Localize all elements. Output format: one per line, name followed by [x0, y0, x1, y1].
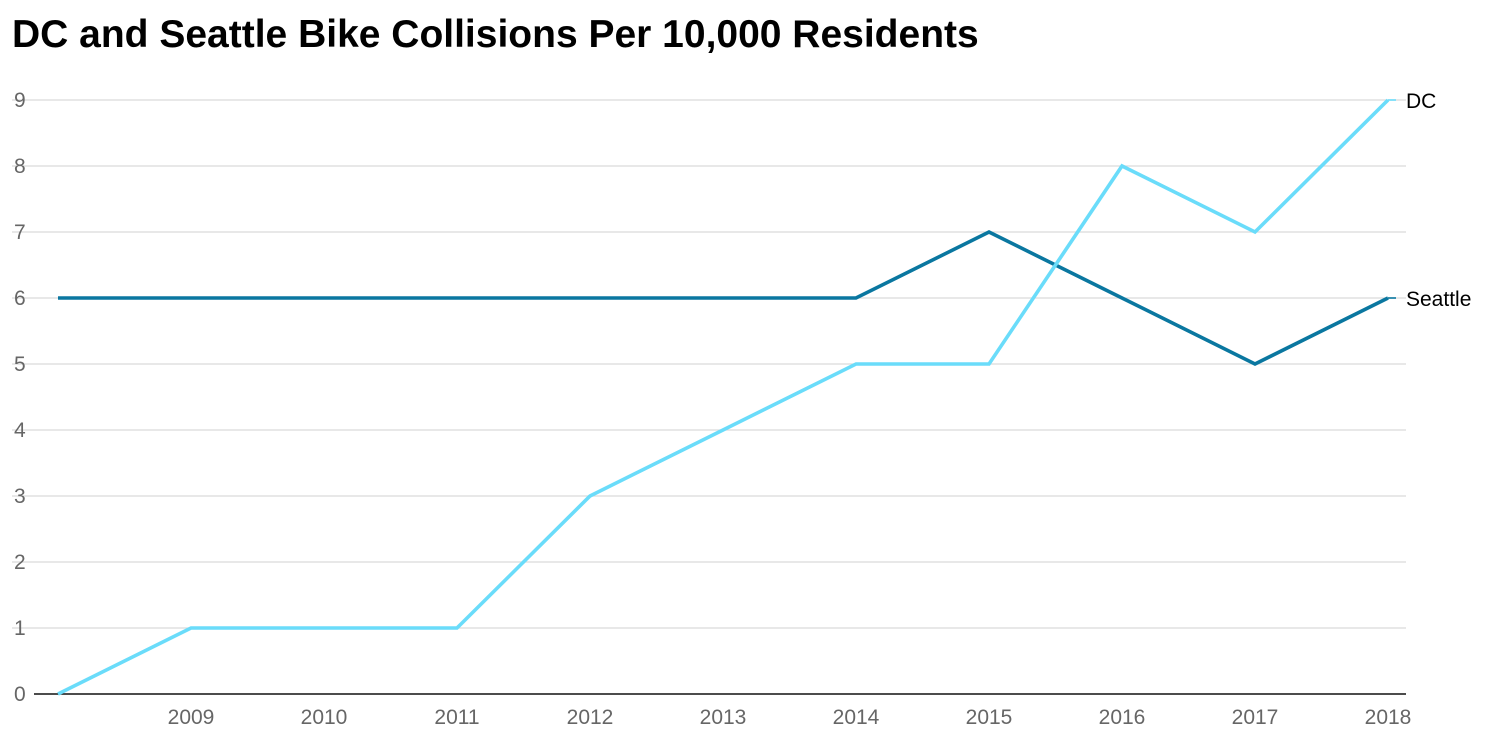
x-tick-label: 2016	[1099, 706, 1146, 729]
x-tick-label: 2017	[1232, 706, 1279, 729]
y-tick-label: 4	[14, 419, 26, 442]
x-tick-label: 2009	[168, 706, 215, 729]
series-line-seattle	[58, 229, 1389, 367]
chart-title: DC and Seattle Bike Collisions Per 10,00…	[12, 13, 979, 56]
x-tick-label: 2011	[434, 706, 479, 729]
y-tick-label: 3	[14, 485, 26, 508]
y-tick-label: 0	[14, 683, 26, 706]
x-tick-label: 2018	[1365, 706, 1412, 729]
y-tick-label: 6	[14, 287, 26, 310]
series-labels: Seattle DC	[1388, 90, 1471, 311]
y-tick-label: 7	[14, 221, 26, 244]
y-tick-label: 1	[14, 617, 26, 640]
x-tick-label: 2010	[301, 706, 348, 729]
series-line-dc	[57, 98, 1390, 696]
x-tick-label: 2014	[833, 706, 880, 729]
y-axis-ticks: 0 1 2 3 4 5 6 7 8 9	[14, 89, 26, 706]
gridlines	[12, 99, 1406, 695]
y-tick-label: 8	[14, 155, 26, 178]
series-lines	[57, 98, 1390, 696]
series-label-dc: DC	[1406, 90, 1436, 113]
x-tick-label: 2015	[966, 706, 1013, 729]
x-axis-ticks: 2009 2010 2011 2012 2013 2014 2015 2016 2017 2018	[168, 706, 1412, 729]
y-tick-label: 5	[14, 353, 26, 376]
y-tick-label: 9	[14, 89, 26, 112]
y-tick-label: 2	[14, 551, 26, 574]
x-tick-label: 2012	[567, 706, 614, 729]
x-tick-label: 2013	[700, 706, 747, 729]
series-label-seattle: Seattle	[1406, 288, 1471, 311]
